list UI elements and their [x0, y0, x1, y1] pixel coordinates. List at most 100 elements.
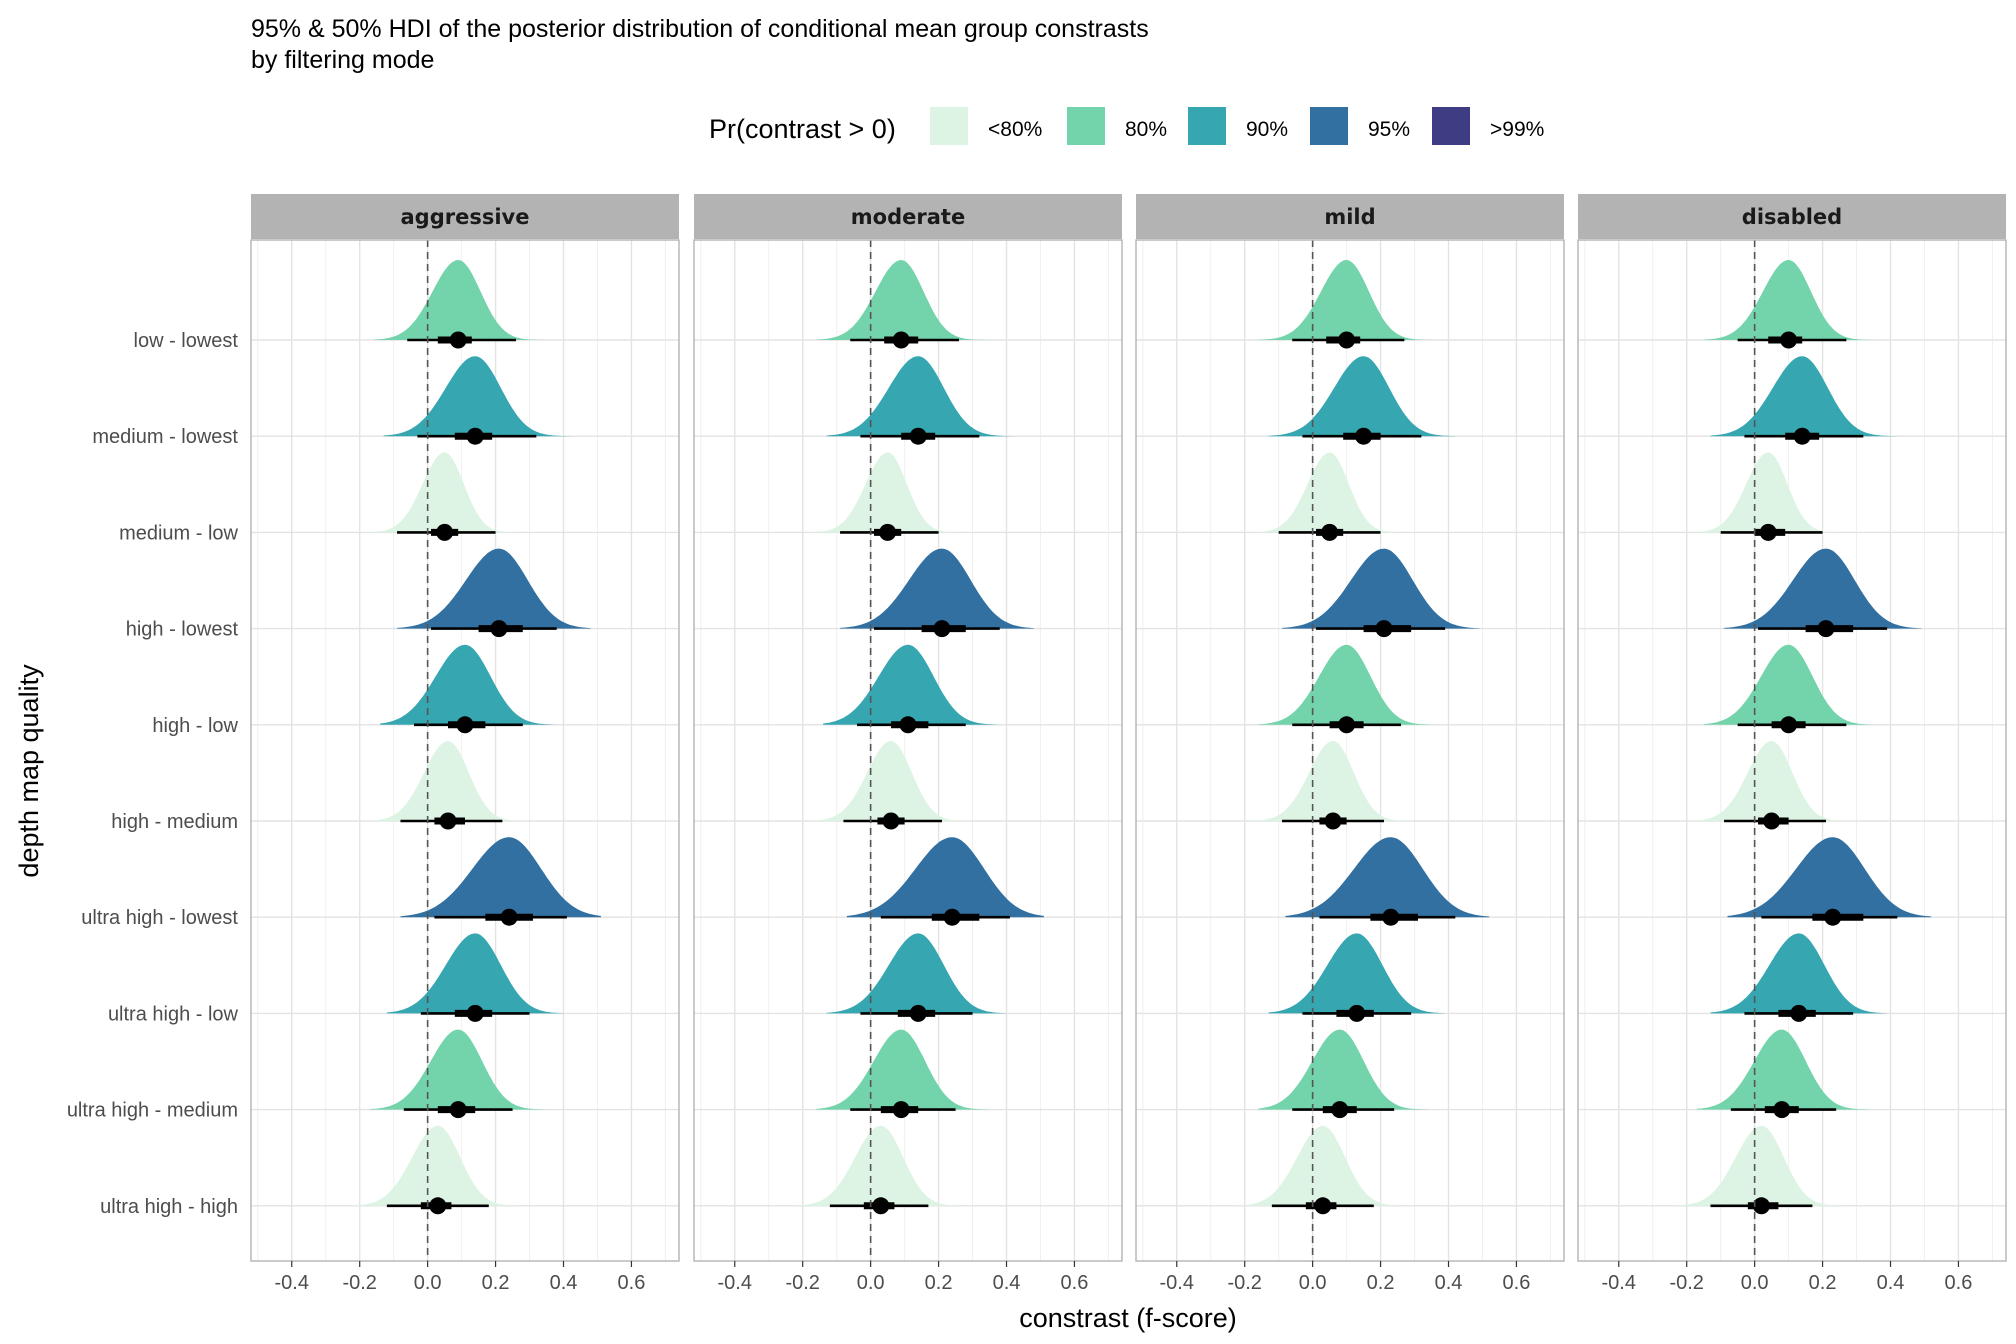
facet-panel-moderate: moderate -0.4 -0.2 0.0 0.2 0.4 0.6 [693, 194, 1123, 1294]
x-tick-label: -0.2 [1669, 1272, 1703, 1294]
median-point [456, 716, 474, 734]
facet-strip [1578, 194, 2006, 239]
median-point [1324, 812, 1342, 830]
posterior-density [386, 933, 564, 1014]
median-point [899, 716, 917, 734]
facet-strip-label: mild [1324, 205, 1375, 229]
x-tick-label: 0.2 [1367, 1272, 1395, 1294]
median-point [466, 427, 484, 445]
median-point [872, 1197, 890, 1215]
posterior-density [1282, 548, 1480, 629]
facet-strip [1136, 194, 1564, 239]
median-point [429, 1197, 447, 1215]
x-tick-label: 0.2 [482, 1272, 510, 1294]
x-tick-label: -0.4 [1602, 1272, 1636, 1294]
posterior-density [1727, 837, 1932, 918]
posterior-density [1268, 356, 1456, 437]
posterior-density [840, 548, 1034, 629]
median-point [1382, 908, 1400, 926]
x-tick-label: 0.4 [1877, 1272, 1905, 1294]
median-point [1780, 331, 1798, 349]
posterior-density [369, 1029, 547, 1110]
y-tick-label: ultra high - low [108, 1003, 239, 1025]
posterior-density [1268, 933, 1446, 1014]
y-tick-label: medium - lowest [92, 426, 238, 448]
x-tick-label: 0.4 [550, 1272, 578, 1294]
posterior-density [826, 356, 1014, 437]
legend-key [1310, 107, 1348, 145]
legend-key [1067, 107, 1105, 145]
panel-border [1577, 239, 2007, 1262]
x-tick-label: 0.6 [1061, 1272, 1089, 1294]
median-point [436, 523, 454, 541]
x-tick-label: 0.6 [1945, 1272, 1973, 1294]
posterior-density [1686, 452, 1857, 533]
facet-strip [251, 194, 679, 239]
x-tick-label: -0.2 [342, 1272, 376, 1294]
posterior-density [1710, 356, 1898, 437]
chart-subtitle: by filtering mode [251, 46, 434, 74]
median-point [943, 908, 961, 926]
x-tick-label: 0.0 [857, 1272, 885, 1294]
median-point [1824, 908, 1842, 926]
posterior-density [1258, 260, 1439, 340]
panel-border [693, 239, 1123, 1262]
legend-label: 80% [1125, 118, 1167, 141]
y-axis-title: depth map quality [14, 664, 44, 878]
legend-label: 90% [1246, 118, 1288, 141]
y-tick-label: ultra high - lowest [81, 907, 238, 929]
x-tick-label: -0.4 [275, 1272, 309, 1294]
median-point [439, 812, 457, 830]
median-point [1793, 427, 1811, 445]
median-point [449, 331, 467, 349]
median-point [1338, 716, 1356, 734]
posterior-density [826, 933, 1007, 1014]
legend-label: 95% [1368, 118, 1410, 141]
median-point [933, 620, 951, 638]
x-tick-label: 0.6 [1503, 1272, 1531, 1294]
posterior-density [1258, 1029, 1429, 1110]
median-point [1763, 812, 1781, 830]
posterior-density [795, 1125, 963, 1206]
posterior-density [400, 837, 601, 918]
facet-strip-label: moderate [851, 205, 965, 229]
posterior-density [1676, 1125, 1847, 1206]
median-point [1773, 1101, 1791, 1119]
y-tick-label: high - lowest [126, 619, 239, 641]
x-tick-label: 0.4 [1435, 1272, 1463, 1294]
median-point [1752, 1197, 1770, 1215]
median-point [1780, 716, 1798, 734]
median-point [1375, 620, 1393, 638]
posterior-density [816, 260, 993, 340]
median-point [1759, 523, 1777, 541]
median-point [1314, 1197, 1332, 1215]
median-point [892, 331, 910, 349]
median-point [1331, 1101, 1349, 1119]
posterior-density [1285, 837, 1490, 918]
median-point [882, 812, 900, 830]
posterior-density [823, 644, 1000, 725]
legend-key [930, 107, 968, 145]
chart-title: 95% & 50% HDI of the posterior distribut… [251, 15, 1149, 43]
legend-label: >99% [1490, 118, 1544, 141]
facet-panel-aggressive: aggressive -0.4 -0.2 0.0 0.2 0.4 0.6 [250, 194, 680, 1294]
x-tick-label: 0.2 [1809, 1272, 1837, 1294]
posterior-density [809, 741, 976, 821]
y-tick-label: ultra high - medium [67, 1100, 238, 1122]
posterior-density [1724, 548, 1922, 629]
posterior-density [1703, 260, 1881, 340]
posterior-density [1703, 644, 1881, 725]
median-point [500, 908, 518, 926]
x-tick-label: 0.0 [1741, 1272, 1769, 1294]
y-tick-label: high - medium [111, 811, 238, 833]
x-tick-label: 0.0 [1299, 1272, 1327, 1294]
x-tick-label: -0.2 [1227, 1272, 1261, 1294]
legend-label: <80% [988, 118, 1042, 141]
posterior-density [380, 644, 557, 725]
x-tick-label: -0.4 [1160, 1272, 1194, 1294]
median-point [490, 620, 508, 638]
posterior-density [397, 548, 591, 629]
posterior-density [1237, 1125, 1408, 1206]
median-point [1817, 620, 1835, 638]
posterior-density [383, 356, 571, 437]
